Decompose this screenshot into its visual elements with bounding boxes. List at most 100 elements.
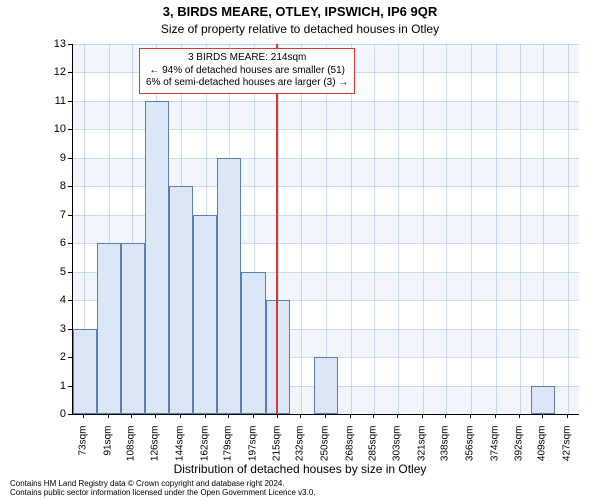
ytick-mark (68, 158, 72, 159)
histogram-bar (145, 101, 169, 414)
xtick-mark (422, 414, 423, 418)
ytick-label: 11 (38, 95, 66, 107)
ytick-label: 1 (38, 380, 66, 392)
xtick-mark (567, 414, 568, 418)
grid-line-v (520, 44, 521, 414)
xtick-label: 427sqm (562, 426, 573, 476)
grid-line-v (543, 44, 544, 414)
annotation-line: ← 94% of detached houses are smaller (51… (146, 65, 348, 78)
reference-line (276, 44, 278, 414)
ytick-label: 5 (38, 266, 66, 278)
grid-line-v (446, 44, 447, 414)
ytick-label: 3 (38, 323, 66, 335)
ytick-mark (68, 357, 72, 358)
ytick-mark (68, 300, 72, 301)
xtick-label: 285sqm (367, 426, 378, 476)
xtick-label: 250sqm (320, 426, 331, 476)
ytick-mark (68, 215, 72, 216)
ytick-mark (68, 414, 72, 415)
footer-line2: Contains public sector information licen… (10, 489, 316, 498)
xtick-mark (277, 414, 278, 418)
xtick-mark (445, 414, 446, 418)
ytick-mark (68, 101, 72, 102)
plot-area: 3 BIRDS MEARE: 214sqm← 94% of detached h… (72, 44, 579, 415)
xtick-label: 303sqm (392, 426, 403, 476)
xtick-label: 179sqm (222, 426, 233, 476)
ytick-mark (68, 272, 72, 273)
grid-line-v (496, 44, 497, 414)
xtick-mark (373, 414, 374, 418)
xtick-mark (180, 414, 181, 418)
ytick-label: 4 (38, 294, 66, 306)
grid-line-v (423, 44, 424, 414)
grid-line-v (398, 44, 399, 414)
xtick-mark (397, 414, 398, 418)
xtick-label: 268sqm (344, 426, 355, 476)
grid-line-v (568, 44, 569, 414)
chart-title: 3, BIRDS MEARE, OTLEY, IPSWICH, IP6 9QR (0, 4, 600, 19)
xtick-mark (131, 414, 132, 418)
ytick-mark (68, 44, 72, 45)
xtick-mark (205, 414, 206, 418)
ytick-mark (68, 129, 72, 130)
chart-container: 3, BIRDS MEARE, OTLEY, IPSWICH, IP6 9QR … (0, 0, 600, 500)
xtick-label: 356sqm (464, 426, 475, 476)
annotation-line: 3 BIRDS MEARE: 214sqm (146, 52, 348, 65)
xtick-mark (495, 414, 496, 418)
ytick-label: 2 (38, 351, 66, 363)
histogram-bar (97, 243, 121, 414)
xtick-label: 73sqm (77, 426, 88, 476)
xtick-label: 374sqm (489, 426, 500, 476)
grid-line-v (374, 44, 375, 414)
xtick-mark (253, 414, 254, 418)
ytick-label: 13 (38, 38, 66, 50)
xtick-label: 162sqm (199, 426, 210, 476)
xtick-label: 392sqm (514, 426, 525, 476)
ytick-label: 6 (38, 237, 66, 249)
histogram-bar (531, 386, 555, 414)
xtick-mark (542, 414, 543, 418)
ytick-label: 10 (38, 123, 66, 135)
grid-line-v (471, 44, 472, 414)
xtick-mark (155, 414, 156, 418)
xtick-label: 108sqm (125, 426, 136, 476)
ytick-mark (68, 72, 72, 73)
xtick-mark (228, 414, 229, 418)
xtick-mark (470, 414, 471, 418)
ytick-label: 9 (38, 152, 66, 164)
xtick-mark (519, 414, 520, 418)
xtick-label: 144sqm (175, 426, 186, 476)
ytick-label: 8 (38, 180, 66, 192)
histogram-bar (169, 186, 193, 414)
histogram-bar (73, 329, 97, 414)
xtick-label: 321sqm (417, 426, 428, 476)
xtick-label: 91sqm (102, 426, 113, 476)
histogram-bar (121, 243, 145, 414)
histogram-bar (241, 272, 265, 414)
footer-attribution: Contains HM Land Registry data © Crown c… (10, 480, 316, 498)
ytick-label: 7 (38, 209, 66, 221)
histogram-bar (314, 357, 338, 414)
xtick-mark (325, 414, 326, 418)
xtick-mark (350, 414, 351, 418)
xtick-label: 338sqm (440, 426, 451, 476)
xtick-label: 232sqm (295, 426, 306, 476)
xtick-mark (83, 414, 84, 418)
xtick-label: 409sqm (537, 426, 548, 476)
grid-line-v (351, 44, 352, 414)
xtick-label: 126sqm (150, 426, 161, 476)
histogram-bar (217, 158, 241, 414)
xtick-mark (108, 414, 109, 418)
ytick-mark (68, 386, 72, 387)
grid-line-v (301, 44, 302, 414)
ytick-mark (68, 186, 72, 187)
xtick-label: 197sqm (247, 426, 258, 476)
ytick-mark (68, 243, 72, 244)
chart-subtitle: Size of property relative to detached ho… (0, 22, 600, 36)
annotation-line: 6% of semi-detached houses are larger (3… (146, 77, 348, 90)
ytick-mark (68, 329, 72, 330)
ytick-label: 0 (38, 408, 66, 420)
xtick-mark (300, 414, 301, 418)
xtick-label: 215sqm (272, 426, 283, 476)
ytick-label: 12 (38, 66, 66, 78)
